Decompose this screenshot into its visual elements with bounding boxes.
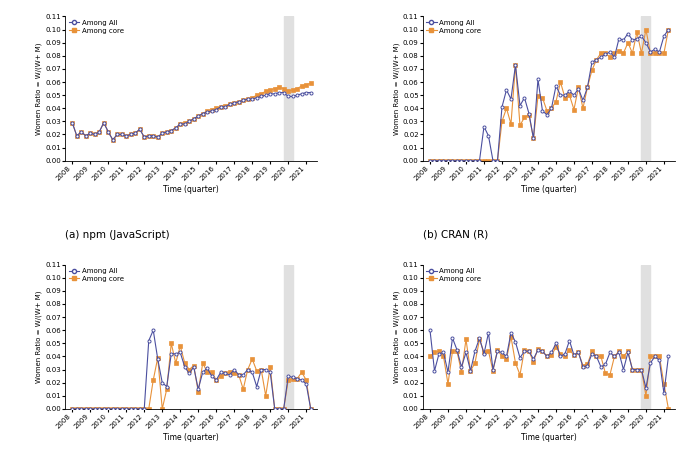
Y-axis label: Women Ratio = W/(W+ M): Women Ratio = W/(W+ M) <box>394 42 400 135</box>
Bar <box>284 265 292 409</box>
Legend: Among All, Among core: Among All, Among core <box>67 18 125 35</box>
Y-axis label: Women Ratio = W/(W+ M): Women Ratio = W/(W+ M) <box>36 290 42 383</box>
Bar <box>284 16 292 161</box>
Y-axis label: Women Ratio = W/(W+ M): Women Ratio = W/(W+ M) <box>394 290 400 383</box>
X-axis label: Time (quarter): Time (quarter) <box>521 433 577 442</box>
Bar <box>641 265 651 409</box>
Legend: Among All, Among core: Among All, Among core <box>67 266 125 283</box>
Bar <box>641 16 651 161</box>
X-axis label: Time (quarter): Time (quarter) <box>163 185 219 194</box>
Legend: Among All, Among core: Among All, Among core <box>425 18 483 35</box>
Y-axis label: Women Ratio = W/(W+ M): Women Ratio = W/(W+ M) <box>36 42 42 135</box>
Text: (a) npm (JavaScript): (a) npm (JavaScript) <box>65 230 170 240</box>
Legend: Among All, Among core: Among All, Among core <box>425 266 483 283</box>
Text: (b) CRAN (R): (b) CRAN (R) <box>423 230 488 240</box>
X-axis label: Time (quarter): Time (quarter) <box>163 433 219 442</box>
X-axis label: Time (quarter): Time (quarter) <box>521 185 577 194</box>
